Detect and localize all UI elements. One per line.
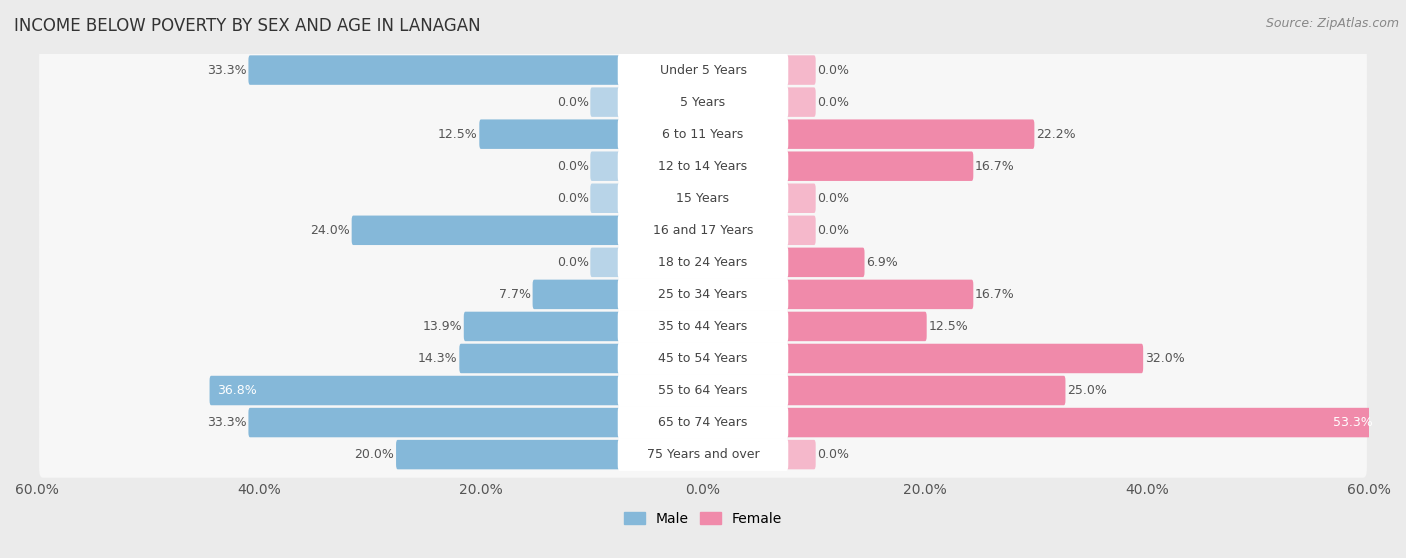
FancyBboxPatch shape xyxy=(785,119,1035,149)
Text: 20.0%: 20.0% xyxy=(354,448,395,461)
Text: 5 Years: 5 Years xyxy=(681,95,725,109)
FancyBboxPatch shape xyxy=(533,280,621,309)
Text: 18 to 24 Years: 18 to 24 Years xyxy=(658,256,748,269)
Text: 7.7%: 7.7% xyxy=(499,288,531,301)
FancyBboxPatch shape xyxy=(785,248,865,277)
Text: 32.0%: 32.0% xyxy=(1144,352,1185,365)
FancyBboxPatch shape xyxy=(785,344,1143,373)
Text: 36.8%: 36.8% xyxy=(217,384,256,397)
Text: Source: ZipAtlas.com: Source: ZipAtlas.com xyxy=(1265,17,1399,30)
FancyBboxPatch shape xyxy=(617,310,789,343)
FancyBboxPatch shape xyxy=(617,86,789,118)
FancyBboxPatch shape xyxy=(591,88,621,117)
Text: 0.0%: 0.0% xyxy=(817,448,849,461)
Text: 16 and 17 Years: 16 and 17 Years xyxy=(652,224,754,237)
FancyBboxPatch shape xyxy=(479,119,621,149)
Text: 75 Years and over: 75 Years and over xyxy=(647,448,759,461)
FancyBboxPatch shape xyxy=(39,304,1367,349)
Legend: Male, Female: Male, Female xyxy=(619,506,787,531)
FancyBboxPatch shape xyxy=(39,175,1367,222)
Text: 35 to 44 Years: 35 to 44 Years xyxy=(658,320,748,333)
FancyBboxPatch shape xyxy=(39,111,1367,157)
Text: 0.0%: 0.0% xyxy=(557,160,589,173)
FancyBboxPatch shape xyxy=(39,400,1367,446)
FancyBboxPatch shape xyxy=(617,214,789,247)
Text: 45 to 54 Years: 45 to 54 Years xyxy=(658,352,748,365)
FancyBboxPatch shape xyxy=(617,182,789,215)
Text: 12.5%: 12.5% xyxy=(928,320,969,333)
FancyBboxPatch shape xyxy=(464,312,621,341)
FancyBboxPatch shape xyxy=(785,151,973,181)
FancyBboxPatch shape xyxy=(785,280,973,309)
Text: 24.0%: 24.0% xyxy=(311,224,350,237)
Text: 12 to 14 Years: 12 to 14 Years xyxy=(658,160,748,173)
FancyBboxPatch shape xyxy=(39,367,1367,413)
FancyBboxPatch shape xyxy=(39,207,1367,253)
Text: Under 5 Years: Under 5 Years xyxy=(659,64,747,76)
FancyBboxPatch shape xyxy=(617,278,789,311)
Text: 25.0%: 25.0% xyxy=(1067,384,1107,397)
FancyBboxPatch shape xyxy=(591,248,621,277)
Text: 0.0%: 0.0% xyxy=(817,64,849,76)
Text: 65 to 74 Years: 65 to 74 Years xyxy=(658,416,748,429)
Text: 0.0%: 0.0% xyxy=(557,256,589,269)
FancyBboxPatch shape xyxy=(39,271,1367,318)
FancyBboxPatch shape xyxy=(617,342,789,375)
FancyBboxPatch shape xyxy=(785,88,815,117)
Text: 33.3%: 33.3% xyxy=(207,64,246,76)
FancyBboxPatch shape xyxy=(396,440,621,469)
FancyBboxPatch shape xyxy=(460,344,621,373)
FancyBboxPatch shape xyxy=(785,55,815,85)
FancyBboxPatch shape xyxy=(617,150,789,182)
FancyBboxPatch shape xyxy=(617,374,789,407)
FancyBboxPatch shape xyxy=(39,239,1367,285)
FancyBboxPatch shape xyxy=(39,335,1367,382)
FancyBboxPatch shape xyxy=(785,215,815,245)
FancyBboxPatch shape xyxy=(591,151,621,181)
FancyBboxPatch shape xyxy=(39,79,1367,125)
Text: 22.2%: 22.2% xyxy=(1036,128,1076,141)
Text: INCOME BELOW POVERTY BY SEX AND AGE IN LANAGAN: INCOME BELOW POVERTY BY SEX AND AGE IN L… xyxy=(14,17,481,35)
FancyBboxPatch shape xyxy=(617,118,789,151)
Text: 6 to 11 Years: 6 to 11 Years xyxy=(662,128,744,141)
FancyBboxPatch shape xyxy=(39,143,1367,189)
FancyBboxPatch shape xyxy=(209,376,621,405)
Text: 6.9%: 6.9% xyxy=(866,256,898,269)
Text: 0.0%: 0.0% xyxy=(557,192,589,205)
Text: 14.3%: 14.3% xyxy=(418,352,458,365)
FancyBboxPatch shape xyxy=(352,215,621,245)
FancyBboxPatch shape xyxy=(39,431,1367,478)
FancyBboxPatch shape xyxy=(39,47,1367,93)
FancyBboxPatch shape xyxy=(249,408,621,437)
FancyBboxPatch shape xyxy=(591,184,621,213)
FancyBboxPatch shape xyxy=(617,438,789,471)
FancyBboxPatch shape xyxy=(617,54,789,86)
FancyBboxPatch shape xyxy=(249,55,621,85)
FancyBboxPatch shape xyxy=(785,408,1379,437)
FancyBboxPatch shape xyxy=(785,312,927,341)
Text: 55 to 64 Years: 55 to 64 Years xyxy=(658,384,748,397)
Text: 0.0%: 0.0% xyxy=(557,95,589,109)
Text: 53.3%: 53.3% xyxy=(1333,416,1372,429)
Text: 25 to 34 Years: 25 to 34 Years xyxy=(658,288,748,301)
FancyBboxPatch shape xyxy=(785,184,815,213)
FancyBboxPatch shape xyxy=(617,246,789,278)
Text: 0.0%: 0.0% xyxy=(817,192,849,205)
FancyBboxPatch shape xyxy=(785,376,1066,405)
FancyBboxPatch shape xyxy=(785,440,815,469)
Text: 0.0%: 0.0% xyxy=(817,224,849,237)
FancyBboxPatch shape xyxy=(617,406,789,439)
Text: 16.7%: 16.7% xyxy=(974,288,1015,301)
Text: 15 Years: 15 Years xyxy=(676,192,730,205)
Text: 13.9%: 13.9% xyxy=(422,320,463,333)
Text: 16.7%: 16.7% xyxy=(974,160,1015,173)
Text: 33.3%: 33.3% xyxy=(207,416,246,429)
Text: 0.0%: 0.0% xyxy=(817,95,849,109)
Text: 12.5%: 12.5% xyxy=(437,128,478,141)
